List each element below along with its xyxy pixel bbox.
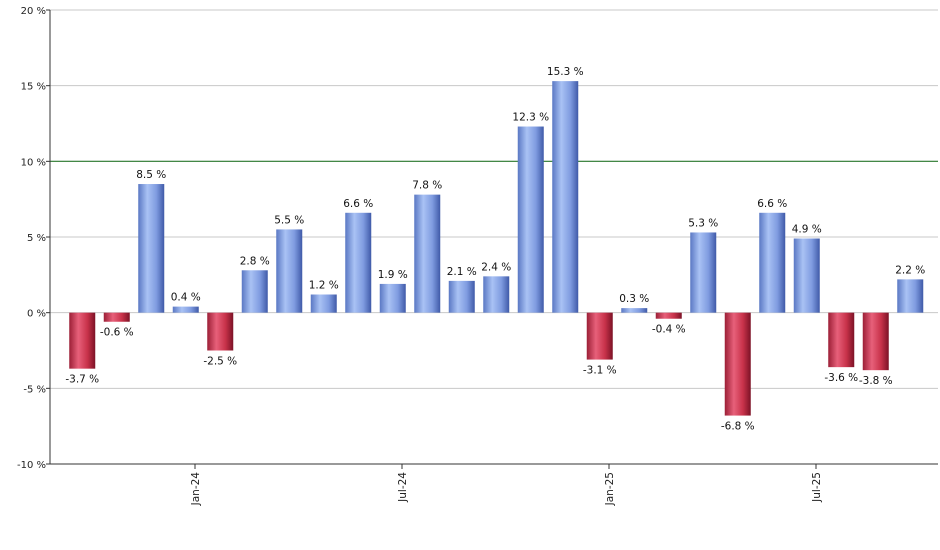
y-axis-ticks: -10 % -5 % 0 % 5 % 10 % 15 % 20 % — [17, 6, 50, 471]
data-label: -6.8 % — [721, 421, 755, 433]
data-label: 4.9 % — [792, 224, 822, 236]
bar — [897, 279, 924, 313]
axes — [49, 10, 938, 465]
y-tick-label: 20 % — [21, 6, 46, 17]
data-label: 12.3 % — [512, 112, 549, 124]
y-tick-label: 0 % — [27, 309, 46, 320]
data-label: 0.4 % — [171, 292, 201, 304]
data-label: -3.8 % — [859, 375, 893, 387]
bar — [828, 312, 855, 368]
bar — [138, 184, 165, 313]
bar — [69, 312, 96, 369]
bar — [414, 194, 441, 313]
data-label: 1.9 % — [378, 269, 408, 281]
data-label: -0.4 % — [652, 324, 686, 336]
data-label: 2.2 % — [895, 264, 925, 276]
bar — [690, 232, 717, 313]
data-label: 0.3 % — [619, 293, 649, 305]
bar — [379, 283, 406, 313]
data-label: -3.7 % — [65, 374, 99, 386]
data-label: 2.4 % — [481, 261, 511, 273]
y-tick-label: 5 % — [27, 233, 46, 244]
x-tick-label: Jul-24 — [397, 472, 409, 503]
x-tick-label: Jul-25 — [811, 472, 823, 503]
y-tick-label: -5 % — [23, 384, 46, 395]
data-label: 6.6 % — [343, 198, 373, 210]
bar — [552, 81, 579, 313]
data-label: 6.6 % — [757, 198, 787, 210]
bar — [103, 312, 130, 322]
x-axis-ticks: Jan-24 Jul-24 Jan-25 Jul-25 — [190, 464, 823, 506]
data-label: -3.1 % — [583, 365, 617, 377]
data-label: 5.5 % — [274, 214, 304, 226]
data-label: -3.6 % — [824, 372, 858, 384]
data-label: 15.3 % — [547, 66, 584, 78]
bar — [862, 312, 889, 371]
data-label: -0.6 % — [100, 327, 134, 339]
bar — [483, 276, 510, 313]
data-label: 7.8 % — [412, 180, 442, 192]
bar — [241, 270, 268, 313]
data-labels: -3.7 % -0.6 % 8.5 % 0.4 % -2.5 % 2.8 % 5.5 % 1.… — [65, 66, 925, 432]
bar — [517, 126, 544, 313]
bar — [448, 280, 475, 313]
x-tick-label: Jan-24 — [190, 472, 202, 507]
bar — [655, 312, 682, 319]
y-tick-label: -10 % — [17, 460, 46, 471]
bar — [621, 308, 648, 313]
data-label: 2.8 % — [240, 255, 270, 267]
data-label: 8.5 % — [136, 169, 166, 181]
bar — [793, 238, 820, 313]
y-tick-label: 10 % — [21, 157, 46, 168]
bars — [69, 81, 924, 416]
bar — [759, 212, 786, 313]
bar — [310, 294, 337, 313]
bar — [276, 229, 303, 313]
gridlines — [50, 9, 938, 465]
data-label: 5.3 % — [688, 217, 718, 229]
x-tick-label: Jan-25 — [604, 472, 616, 506]
bar — [345, 212, 372, 313]
bar — [724, 312, 751, 416]
data-label: 1.2 % — [309, 280, 339, 292]
data-label: 2.1 % — [447, 266, 477, 278]
data-label: -2.5 % — [203, 356, 237, 368]
bar — [586, 312, 613, 360]
y-tick-label: 15 % — [21, 82, 46, 93]
bar — [172, 306, 199, 313]
bar — [207, 312, 234, 351]
